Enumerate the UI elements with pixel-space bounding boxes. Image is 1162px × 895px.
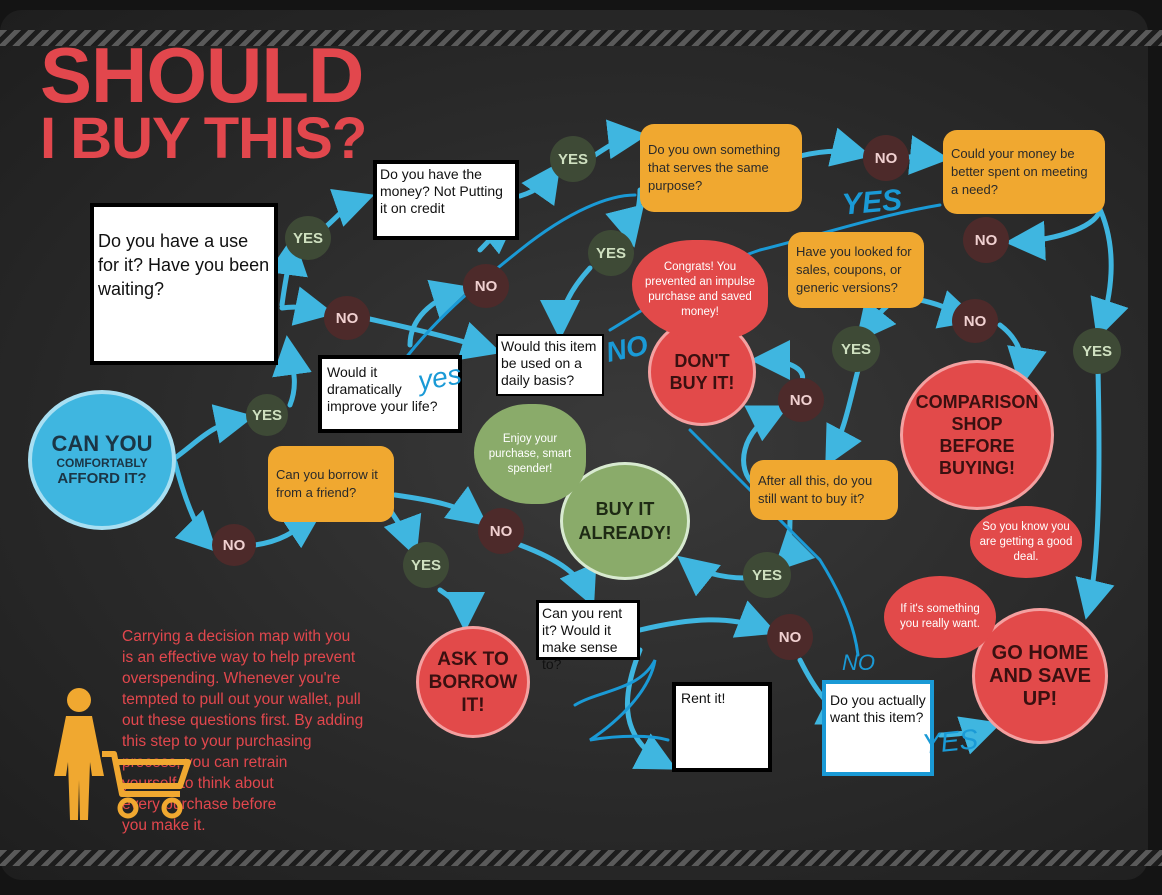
- start-line-2: COMFORTABLY: [56, 456, 148, 470]
- bubble-enjoy: Enjoy your purchase, smart spender!: [474, 404, 586, 504]
- woman-icon: [54, 688, 104, 820]
- yes-label-borrow: YES: [403, 542, 449, 588]
- yes-label-use: YES: [285, 216, 331, 260]
- ink-scribble: [573, 659, 670, 742]
- ink-yes-2: YES: [840, 183, 904, 222]
- no-label-own: NO: [863, 135, 909, 181]
- bubble-deal: So you know you are getting a good deal.: [970, 506, 1082, 578]
- bubble-congrats: Congrats! You prevented an impulse purch…: [632, 240, 768, 340]
- question-actually: Do you actually want this item?: [822, 680, 934, 776]
- no-label-better: NO: [963, 217, 1009, 263]
- shopping-cart-icon: [102, 751, 191, 819]
- ink-line-3: [688, 428, 860, 657]
- no-label-afford: NO: [212, 524, 256, 566]
- result-comparison-shop: COMPARISON SHOP BEFORE BUYING!: [900, 360, 1054, 510]
- no-label-borrow: NO: [478, 508, 524, 554]
- title-line-1: SHOULD: [40, 31, 364, 119]
- result-buy-already: BUY IT ALREADY!: [560, 462, 690, 580]
- question-borrow: Can you borrow it from a friend?: [268, 446, 394, 522]
- start-circle: CAN YOU COMFORTABLY AFFORD IT?: [28, 390, 176, 530]
- question-sales: Have you looked for sales, coupons, or g…: [788, 232, 924, 308]
- yes-label-sales: YES: [832, 326, 880, 372]
- ink-yes-3: YES: [920, 723, 980, 760]
- bubble-really: If it's something you really want.: [884, 576, 996, 658]
- question-better: Could your money be better spent on meet…: [943, 130, 1105, 214]
- no-label-use: NO: [324, 296, 370, 340]
- no-label-sales: NO: [952, 299, 998, 343]
- result-rent: Rent it!: [672, 682, 772, 772]
- question-money: Do you have the money? Not Putting it on…: [373, 160, 519, 240]
- result-ask-borrow: ASK TO BORROW IT!: [416, 626, 530, 738]
- question-daily: Would this item be used on a daily basis…: [496, 334, 604, 396]
- yes-label-money: YES: [550, 136, 596, 182]
- bottom-stripe: [0, 850, 1162, 866]
- top-stripe: [0, 30, 1162, 46]
- question-rent: Can you rent it? Would it make sense to?: [536, 600, 640, 672]
- question-afterall: After all this, do you still want to buy…: [750, 460, 898, 520]
- ink-line-1: [378, 193, 637, 397]
- yes-label-own: YES: [588, 230, 634, 276]
- start-line-1: CAN YOU: [51, 431, 153, 456]
- title-line-2: I BUY THIS?: [40, 106, 367, 171]
- question-use: Do you have a use for it? Have you been …: [90, 203, 278, 365]
- yes-label-afterall: YES: [743, 552, 791, 598]
- yes-label-better: YES: [1073, 328, 1121, 374]
- ink-no-2: NO: [842, 650, 875, 675]
- no-label-rent: NO: [767, 614, 813, 660]
- no-label-money: NO: [463, 264, 509, 308]
- question-improve: Would it dramatically improve your life?: [318, 355, 462, 433]
- question-own: Do you own something that serves the sam…: [640, 124, 802, 212]
- result-go-home: GO HOME AND SAVE UP!: [972, 608, 1108, 744]
- note-text: Carrying a decision map with you is an e…: [122, 628, 364, 834]
- start-line-3: AFFORD IT?: [57, 470, 147, 487]
- yes-label-afford: YES: [246, 394, 288, 436]
- no-label-dont: NO: [778, 378, 824, 422]
